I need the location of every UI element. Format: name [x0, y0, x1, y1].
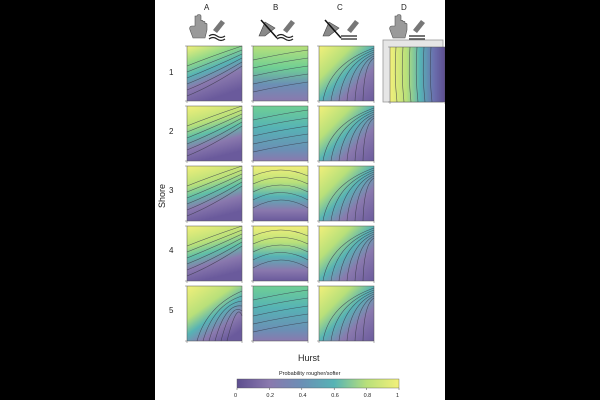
- contour-panel-r1-c1: [185, 45, 243, 103]
- colorbar: Probability rougher/softer 0 0.2 0.4 0.6 0.8…: [234, 371, 400, 399]
- contour-panel-r1-c3: [317, 45, 375, 103]
- finger-on-wavy-surface-icon: [189, 14, 226, 42]
- colorbar-tick-label: 0.6: [331, 393, 339, 399]
- pen-on-wavy-surface-icon: [258, 19, 295, 42]
- colorbar-tick-label: 0.8: [364, 393, 372, 399]
- contour-panel-d: [388, 46, 445, 104]
- column-label-d: D: [401, 3, 407, 12]
- contour-panel-r5-c3: [317, 285, 375, 343]
- colorbar-tick-label: 1: [396, 393, 399, 399]
- contour-panel-r2-c3: [317, 105, 375, 163]
- x-axis-label: Hurst: [298, 353, 320, 363]
- finger-on-flat-surface-icon: [389, 14, 425, 40]
- pen-on-flat-surface-icon: [322, 19, 359, 40]
- contour-panel-r1-c2: [251, 45, 309, 103]
- column-label-a: A: [204, 3, 210, 12]
- row-label-5: 5: [169, 306, 174, 315]
- contour-panel-r2-c1: [185, 105, 243, 163]
- contour-panel-r5-c2: [251, 285, 309, 343]
- contour-panel-r4-c2: [251, 225, 309, 283]
- column-label-c: C: [337, 3, 343, 12]
- column-header-d: D: [389, 3, 425, 40]
- column-header-c: C: [322, 3, 359, 40]
- column-header-a: A: [189, 3, 226, 42]
- colorbar-tick-label: 0.4: [299, 393, 307, 399]
- contour-panel-r2-c2: [251, 105, 309, 163]
- row-label-4: 4: [169, 246, 174, 255]
- figure-panel: A B C D 1 2 3 4: [155, 0, 445, 400]
- colorbar-tick-label: 0.2: [266, 393, 274, 399]
- contour-panel-grid: [185, 39, 445, 343]
- row-label-2: 2: [169, 127, 174, 136]
- y-axis-label: Shore: [157, 184, 167, 208]
- contour-panel-r4-c1: [185, 225, 243, 283]
- contour-panel-r5-c1: [185, 285, 243, 343]
- colorbar-tick-label: 0: [234, 393, 237, 399]
- contour-panel-r4-c3: [317, 225, 375, 283]
- row-label-3: 3: [169, 186, 174, 195]
- column-header-b: B: [258, 3, 295, 42]
- contour-panel-r3-c2: [251, 165, 309, 223]
- contour-panel-r3-c3: [317, 165, 375, 223]
- column-label-b: B: [273, 3, 278, 12]
- row-label-1: 1: [169, 68, 174, 77]
- colorbar-title: Probability rougher/softer: [279, 371, 341, 377]
- colorbar-gradient: [236, 378, 400, 389]
- contour-panel-r3-c1: [185, 165, 243, 223]
